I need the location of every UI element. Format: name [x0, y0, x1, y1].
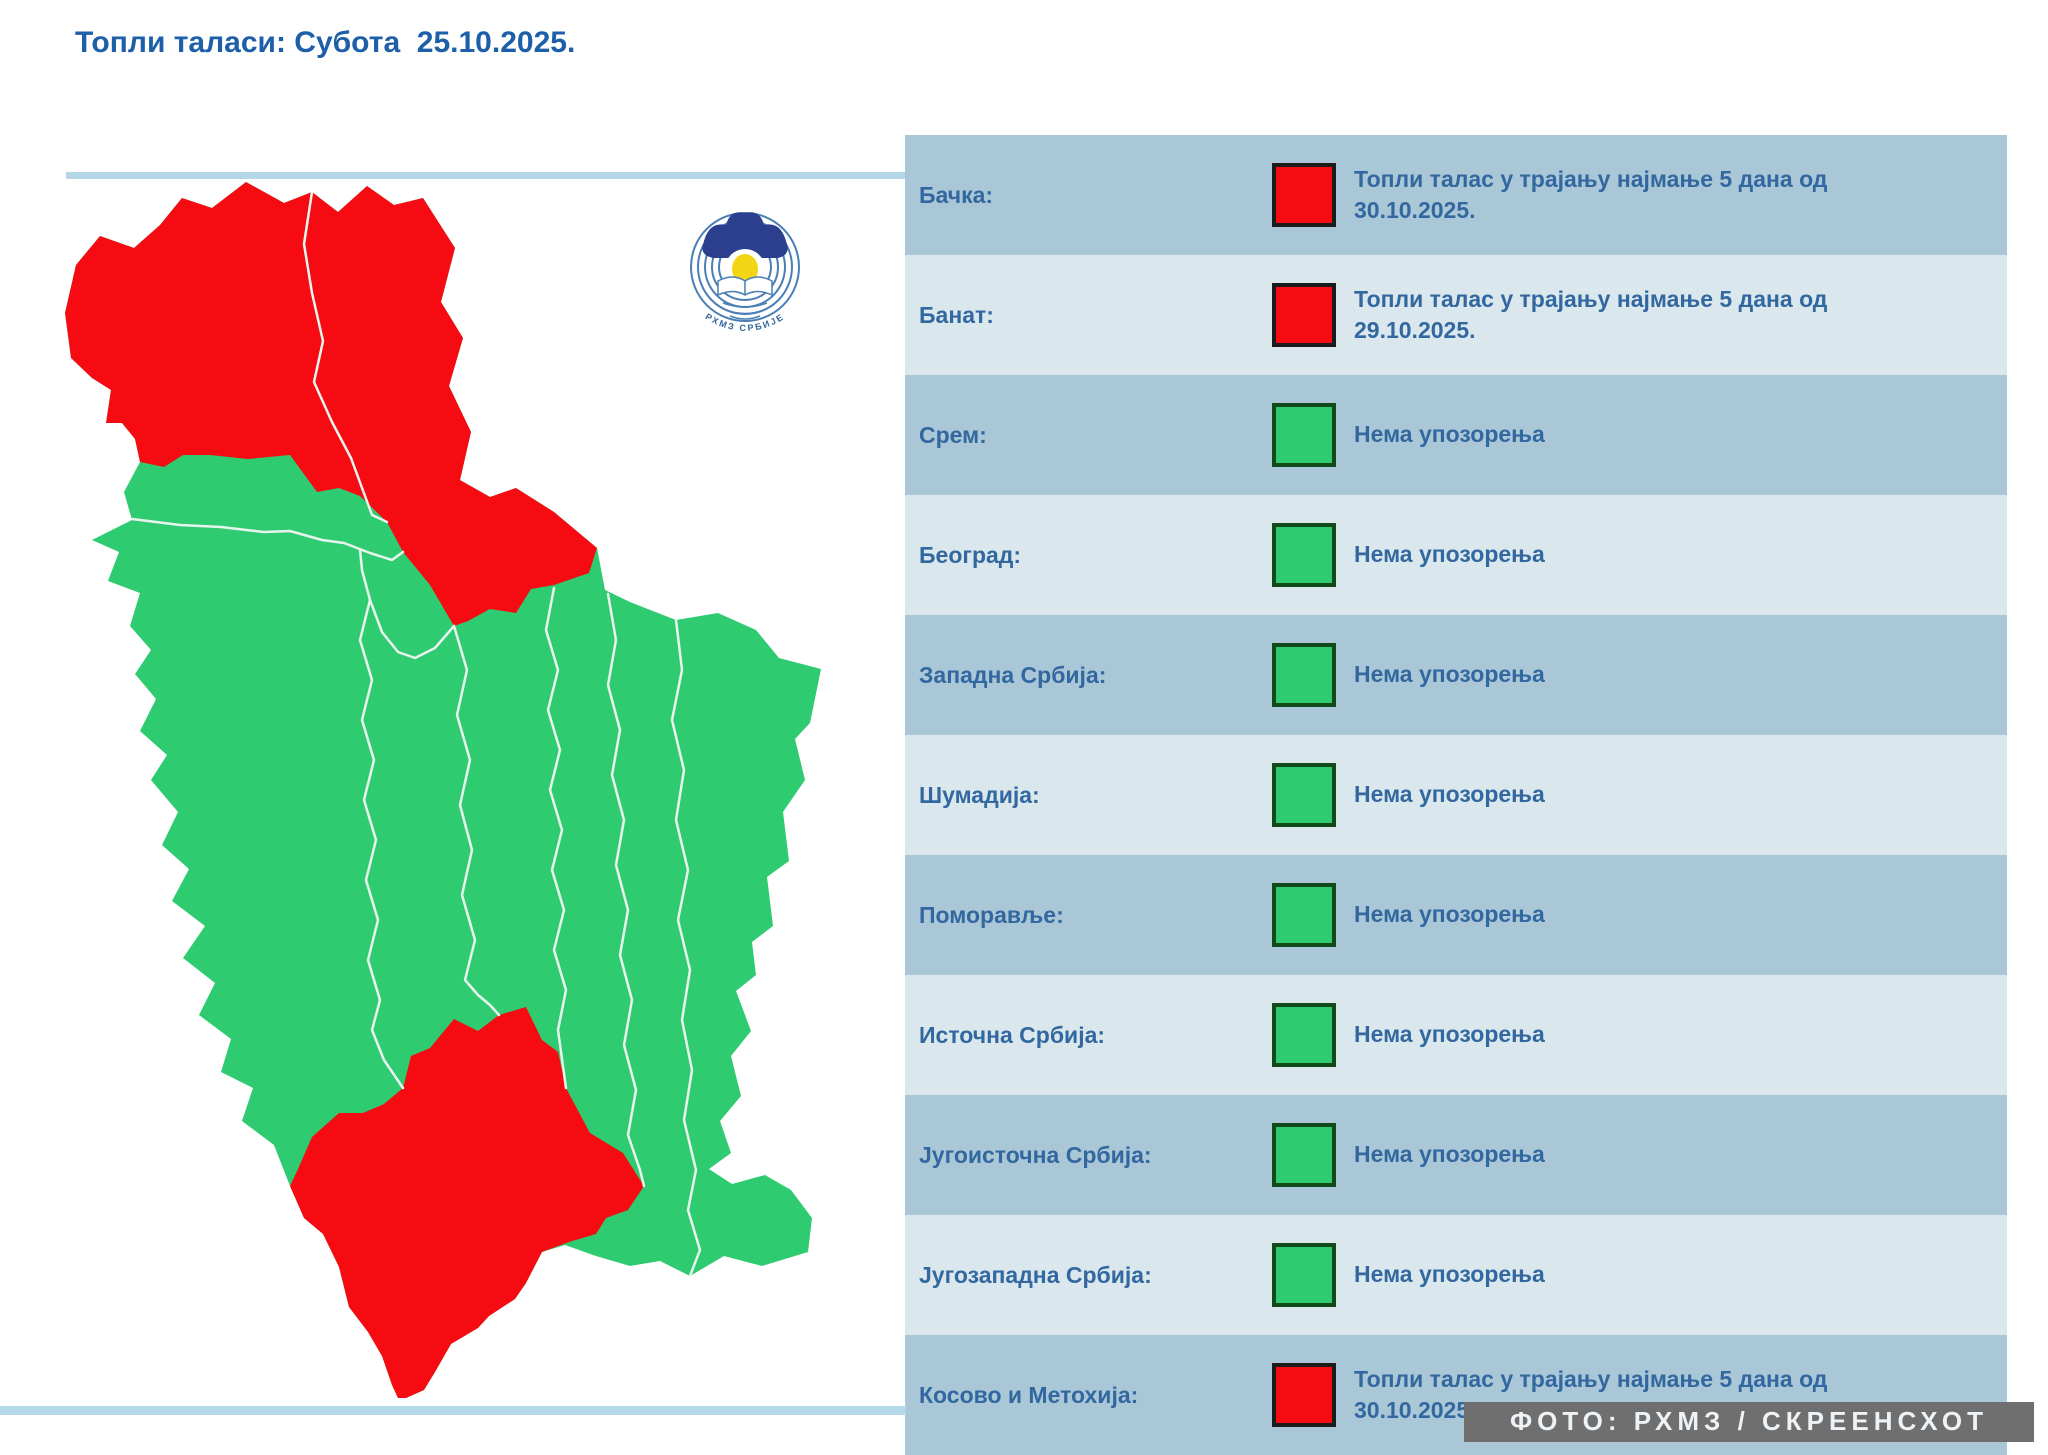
warning-text: Нема упозорења — [1354, 541, 1545, 568]
logo-book — [717, 276, 773, 297]
logo-cloud — [702, 212, 788, 258]
warning-level-square — [1272, 1363, 1336, 1427]
legend-region-label: Поморавље: — [919, 901, 1064, 928]
bottom-divider-line — [0, 1406, 906, 1415]
legend-row[interactable]: Банат: Топли талас у трајању најмање 5 д… — [905, 255, 2007, 375]
legend-row[interactable]: Поморавље: Нема упозорења — [905, 855, 2007, 975]
legend-row[interactable]: Западна Србија: Нема упозорења — [905, 615, 2007, 735]
warning-text: Нема упозорења — [1354, 421, 1545, 448]
warning-text: Нема упозорења — [1354, 781, 1545, 808]
warning-text: Нема упозорења — [1354, 1141, 1545, 1168]
legend-row[interactable]: Бачка: Топли талас у трајању најмање 5 д… — [905, 135, 2007, 255]
warning-level-square — [1272, 1243, 1336, 1307]
legend-region-label: Банат: — [919, 301, 994, 328]
warning-text: Топли талас у трајању најмање 5 дана од … — [1354, 285, 1828, 343]
warning-level-square — [1272, 1123, 1336, 1187]
warning-level-square — [1272, 643, 1336, 707]
warning-text: Нема упозорења — [1354, 1021, 1545, 1048]
legend-region-label: Источна Србија: — [919, 1021, 1106, 1048]
legend-row[interactable]: Југоисточна Србија: Нема упозорења — [905, 1095, 2007, 1215]
rhmz-logo: РХМЗ СРБИЈЕ — [678, 203, 813, 348]
warning-level-square — [1272, 883, 1336, 947]
map-zone-vojvodina-warning[interactable] — [65, 182, 597, 626]
serbia-map-svg — [65, 182, 821, 1398]
legend-row[interactable]: Београд: Нема упозорења — [905, 495, 2007, 615]
legend-region-label: Срем: — [919, 421, 987, 448]
page-title: Топли таласи: Субота 25.10.2025. — [75, 26, 576, 59]
map-zone-central-serbia[interactable] — [65, 182, 821, 1398]
legend-row[interactable]: Југозападна Србија: Нема упозорења — [905, 1215, 2007, 1335]
legend-row[interactable]: Источна Србија: Нема упозорења — [905, 975, 2007, 1095]
legend-region-label: Југоисточна Србија: — [919, 1141, 1152, 1168]
warning-level-square — [1272, 283, 1336, 347]
legend-row[interactable]: Срем: Нема упозорења — [905, 375, 2007, 495]
warning-level-square — [1272, 763, 1336, 827]
legend-region-label: Београд: — [919, 541, 1022, 568]
legend-row[interactable]: Шумадија: Нема упозорења — [905, 735, 2007, 855]
legend-region-label: Косово и Метохија: — [919, 1381, 1139, 1408]
legend-region-label: Бачка: — [919, 181, 994, 208]
serbia-warning-map — [60, 170, 900, 1420]
warning-level-square — [1272, 163, 1336, 227]
warning-level-square — [1272, 523, 1336, 587]
warning-text: Топли талас у трајању најмање 5 дана од … — [1354, 1365, 1828, 1423]
warning-text: Нема упозорења — [1354, 901, 1545, 928]
warning-text: Нема упозорења — [1354, 661, 1545, 688]
legend-region-label: Западна Србија: — [919, 661, 1107, 688]
warning-text: Нема упозорења — [1354, 1261, 1545, 1288]
logo-waves — [722, 302, 768, 320]
top-divider-line — [66, 172, 906, 179]
legend-region-label: Југозападна Србија: — [919, 1261, 1152, 1288]
photo-credit-text: ФОТО: РХМЗ / СКРЕЕНСХОТ — [1509, 1406, 1989, 1436]
warning-level-square — [1272, 403, 1336, 467]
legend-region-label: Шумадија: — [919, 781, 1040, 808]
warning-text: Топли талас у трајању најмање 5 дана од … — [1354, 165, 1828, 223]
map-zone-kosovo-warning[interactable] — [290, 1007, 644, 1398]
warning-level-square — [1272, 1003, 1336, 1067]
photo-credit-bar: ФОТО: РХМЗ / СКРЕЕНСХОТ — [1464, 1402, 2034, 1442]
district-border-lines — [130, 190, 702, 1278]
logo-sun — [732, 254, 758, 284]
legend-panel: Бачка: Топли талас у трајању најмање 5 д… — [905, 135, 2007, 1455]
